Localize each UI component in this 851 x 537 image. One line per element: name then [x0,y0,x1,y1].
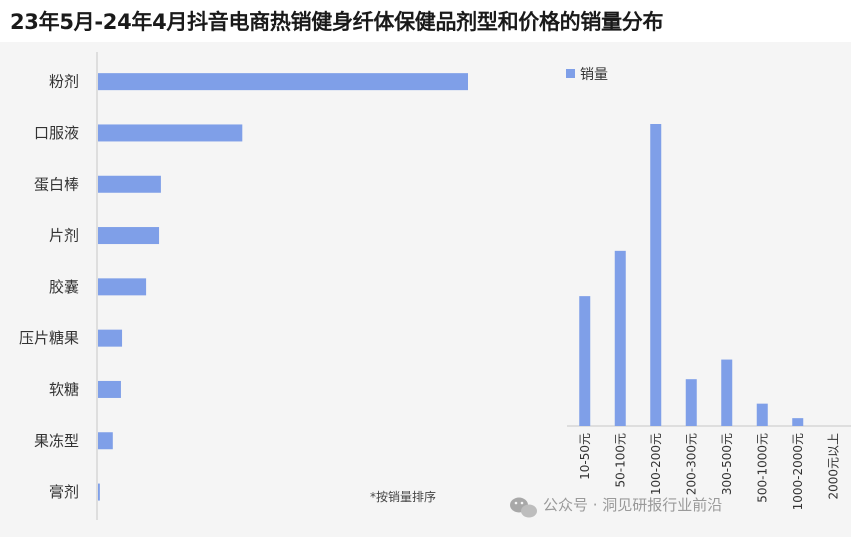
bar-口服液 [98,124,243,142]
category-label: 片剂 [49,227,79,245]
bar-10-50元 [579,296,591,426]
bar-片剂 [98,227,160,245]
category-label: 胶囊 [49,278,79,296]
sort-footnote: *按销量排序 [370,489,436,504]
bar-500-1000元 [756,403,768,426]
price-tick-label: 50-100元 [613,433,627,488]
bar-蛋白棒 [98,175,161,193]
category-label: 膏剂 [49,483,79,501]
bar-果冻型 [98,432,113,450]
price-tick-label: 100-200元 [649,433,663,495]
bar-压片糖果 [98,329,123,347]
watermark: 公众号 · 洞见研报行业前沿 [510,496,722,518]
category-label: 果冻型 [34,432,79,450]
bar-300-500元 [721,359,733,426]
bar-50-100元 [614,250,626,426]
bar-粉剂 [98,73,468,91]
price-tick-label: 1000-2000元 [791,433,805,510]
price-tick-label: 300-500元 [720,433,734,495]
bar-胶囊 [98,278,147,296]
category-label: 口服液 [34,124,79,142]
bar-软糖 [98,380,121,398]
price-tick-label: 10-50元 [578,433,592,480]
wechat-icon [510,497,537,518]
chart-panel: 粉剂口服液蛋白棒片剂胶囊压片糖果软糖果冻型膏剂 10-50元 50-100元 100… [0,42,851,537]
category-label: 粉剂 [49,73,79,91]
category-label: 软糖 [49,380,79,398]
category-label: 压片糖果 [19,329,79,347]
bar-200-300元 [685,379,697,426]
watermark-text: 公众号 · 洞见研报行业前沿 [543,496,722,514]
legend-label: 销量 [580,67,608,83]
price-tick-label: 2000元以上 [826,433,840,500]
chart-title: 23年5月-24年4月抖音电商热销健身纤体保健品剂型和价格的销量分布 [10,10,664,34]
bar-1000-2000元 [792,418,804,426]
price-range-bar-chart: 10-50元 50-100元 100-200元 200-300元 300-500元 500… [566,67,851,510]
price-tick-label: 200-300元 [684,433,698,495]
bar-100-200元 [650,124,662,426]
legend-swatch [566,69,575,78]
category-label: 蛋白棒 [34,175,79,193]
price-tick-label: 500-1000元 [755,433,769,503]
bar-膏剂 [98,483,100,501]
